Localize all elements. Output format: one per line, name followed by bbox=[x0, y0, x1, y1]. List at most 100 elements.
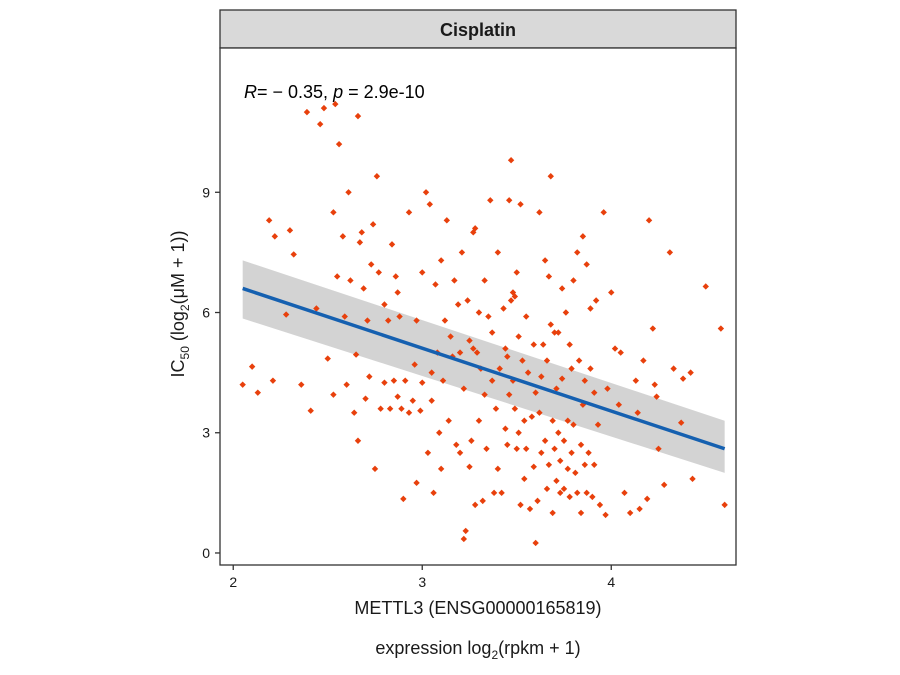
y-title-subscript2: 2 bbox=[178, 304, 192, 311]
data-point bbox=[460, 535, 468, 543]
data-point bbox=[522, 445, 530, 452]
data-point bbox=[532, 539, 539, 547]
data-point bbox=[632, 377, 640, 384]
data-point bbox=[591, 461, 598, 469]
data-point bbox=[566, 493, 573, 501]
data-point bbox=[373, 173, 381, 180]
data-point bbox=[500, 305, 507, 312]
y-title-mid: (log bbox=[168, 311, 188, 346]
data-point bbox=[394, 289, 401, 296]
data-point bbox=[543, 357, 551, 364]
data-point bbox=[454, 301, 462, 308]
data-point bbox=[366, 373, 373, 380]
data-point bbox=[600, 209, 607, 216]
data-point bbox=[488, 329, 496, 336]
data-point bbox=[254, 389, 262, 396]
facet-strip bbox=[219, 9, 737, 49]
data-point bbox=[579, 233, 587, 240]
data-point bbox=[339, 233, 347, 240]
data-point bbox=[487, 197, 494, 204]
data-point bbox=[511, 405, 519, 412]
data-point bbox=[369, 221, 377, 228]
data-point bbox=[428, 369, 435, 376]
data-point bbox=[560, 485, 568, 493]
data-point bbox=[400, 495, 407, 503]
data-point bbox=[271, 233, 279, 240]
data-point bbox=[532, 389, 539, 396]
data-point bbox=[677, 419, 685, 426]
data-point bbox=[411, 361, 418, 368]
regression-line bbox=[242, 286, 726, 451]
x-tick-label: 3 bbox=[418, 574, 426, 590]
data-point bbox=[517, 201, 524, 208]
data-point bbox=[585, 449, 592, 456]
data-point bbox=[594, 421, 602, 428]
data-point bbox=[282, 311, 290, 318]
data-point bbox=[543, 485, 551, 493]
data-point bbox=[405, 409, 413, 416]
data-point bbox=[475, 417, 483, 424]
points-layer bbox=[239, 100, 728, 547]
data-point bbox=[502, 425, 509, 432]
data-point bbox=[371, 465, 379, 473]
data-point bbox=[290, 251, 297, 258]
x-tick-label: 2 bbox=[229, 574, 237, 590]
x-axis-subtitle: expression log2(rpkm + 1) bbox=[375, 638, 580, 662]
data-point bbox=[507, 157, 515, 164]
data-point bbox=[385, 317, 392, 324]
data-point bbox=[460, 385, 468, 392]
data-point bbox=[524, 369, 532, 376]
data-point bbox=[470, 345, 477, 352]
data-point bbox=[636, 505, 643, 513]
regression-line-layer bbox=[242, 286, 726, 451]
data-point bbox=[437, 257, 445, 264]
data-point bbox=[517, 501, 524, 509]
data-point bbox=[545, 461, 553, 469]
data-point bbox=[345, 189, 352, 196]
data-point bbox=[505, 391, 513, 398]
data-point bbox=[553, 385, 560, 392]
data-point bbox=[390, 377, 398, 384]
data-point bbox=[248, 363, 256, 370]
data-point bbox=[398, 405, 405, 412]
data-point bbox=[702, 283, 709, 290]
data-point bbox=[485, 313, 492, 320]
data-point bbox=[521, 417, 528, 424]
data-point bbox=[666, 249, 674, 256]
data-point bbox=[568, 365, 575, 372]
data-point bbox=[583, 261, 590, 268]
data-point bbox=[426, 201, 434, 208]
data-point bbox=[417, 407, 424, 414]
data-point bbox=[689, 475, 696, 483]
data-point bbox=[587, 305, 594, 312]
y-tick-label: 3 bbox=[202, 425, 210, 441]
data-point bbox=[471, 225, 479, 232]
data-point bbox=[653, 393, 660, 400]
data-point bbox=[515, 333, 522, 340]
data-point bbox=[432, 281, 439, 288]
data-point bbox=[441, 317, 449, 324]
r-label: R bbox=[244, 82, 257, 102]
y-axis-title: IC50 (log2(μM + 1)) bbox=[168, 231, 192, 378]
data-point bbox=[640, 357, 647, 364]
data-point bbox=[589, 493, 596, 501]
data-point bbox=[468, 437, 475, 444]
data-point bbox=[428, 397, 435, 404]
data-point bbox=[443, 217, 451, 224]
data-point bbox=[466, 463, 473, 471]
data-point bbox=[381, 379, 388, 386]
data-point bbox=[458, 249, 466, 256]
data-point bbox=[475, 309, 483, 316]
data-point bbox=[386, 405, 394, 412]
data-point bbox=[670, 365, 677, 372]
data-point bbox=[498, 489, 505, 497]
data-point bbox=[604, 385, 611, 392]
data-point bbox=[566, 341, 573, 348]
data-point bbox=[396, 313, 403, 320]
data-point bbox=[354, 437, 362, 444]
data-point bbox=[360, 285, 367, 292]
data-point bbox=[507, 297, 515, 304]
data-point bbox=[655, 445, 662, 452]
data-point bbox=[453, 441, 460, 448]
